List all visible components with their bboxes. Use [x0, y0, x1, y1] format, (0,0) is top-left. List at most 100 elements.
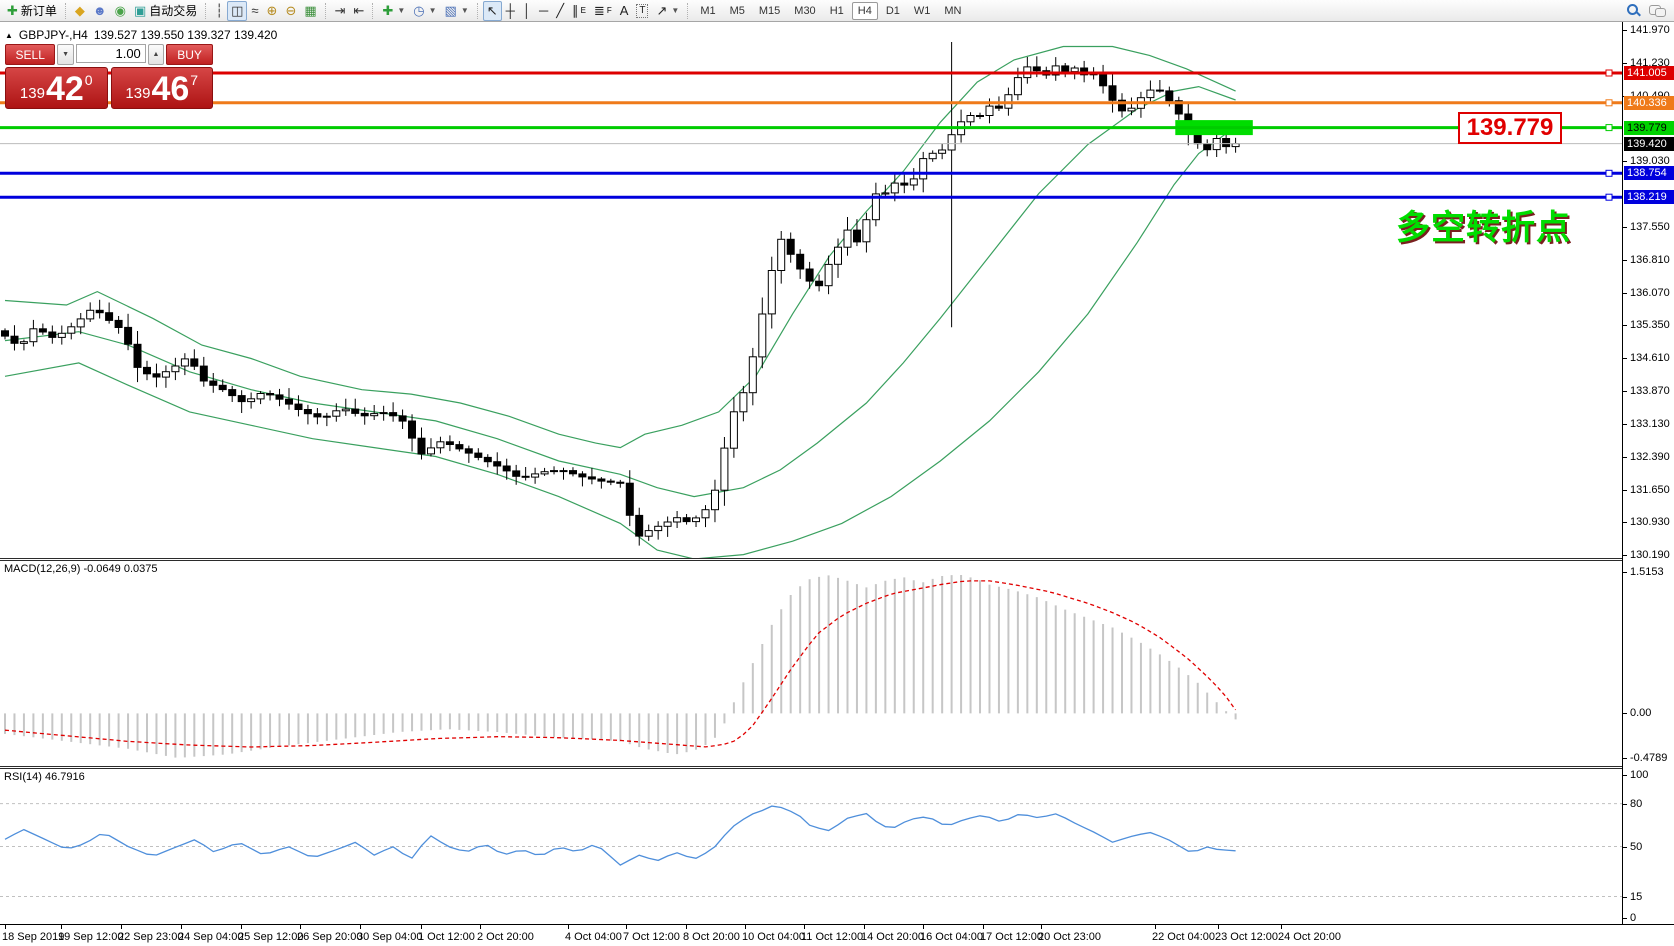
horizontal-line-icon[interactable]: ─ — [535, 1, 552, 21]
axis-tick — [1623, 555, 1627, 556]
indicators-icon[interactable]: ✚ ▼ — [378, 1, 409, 21]
candle-body-bull — [322, 415, 331, 418]
candle — [834, 238, 842, 278]
volume-increase-button[interactable]: ▲ — [147, 44, 165, 65]
macd-pane[interactable] — [0, 561, 1622, 766]
timeframe-M15[interactable]: M15 — [758, 4, 781, 17]
rsi-pane[interactable] — [0, 769, 1622, 924]
chart-shift-icon[interactable]: ⇤ — [350, 1, 369, 21]
timeframe-H1[interactable]: H1 — [829, 4, 844, 17]
candle — [843, 217, 852, 256]
chevron-down-icon: ▼ — [460, 6, 469, 15]
crosshair-icon: ┼ — [505, 3, 515, 18]
timeframe-M1[interactable]: M1 — [700, 4, 716, 17]
accounts-icon: ☻ — [92, 3, 107, 18]
price-label-141.005: 141.005 — [1624, 66, 1674, 80]
bollinger-upper-band[interactable] — [4, 45, 1236, 449]
ohlc-bars-icon[interactable]: ┆ — [211, 1, 227, 21]
timeframe-M30[interactable]: M30 — [794, 4, 816, 17]
price-callout-139779[interactable]: 139.779 — [1458, 112, 1562, 144]
periods-clock-icon[interactable]: ◷ ▼ — [409, 1, 440, 21]
time-tick — [626, 925, 627, 929]
pane-separator[interactable] — [0, 766, 1674, 769]
candle-body-bear — [455, 444, 464, 450]
collapse-triangle-icon[interactable]: ▲ — [5, 30, 13, 40]
sell-button[interactable]: SELL — [5, 44, 56, 65]
fibonacci-icon[interactable]: ≣ F — [590, 1, 616, 21]
volume-input[interactable] — [75, 44, 146, 63]
main-chart-pane[interactable] — [0, 22, 1622, 560]
symbol-header: ▲ GBPJPY-,H4 139.527 139.550 139.327 139… — [5, 28, 277, 42]
tile-windows-icon[interactable]: ▦ — [300, 1, 320, 21]
hline-anchor[interactable] — [1605, 193, 1613, 201]
time-tick-label: 30 Sep 04:00 — [357, 931, 423, 943]
hline-anchor[interactable] — [1605, 124, 1613, 132]
signals-icon[interactable]: ◉ — [111, 1, 130, 21]
candle-body-bear — [408, 420, 416, 439]
candle-body-bull — [938, 149, 947, 154]
axis-tick — [1623, 918, 1627, 919]
vertical-line-icon[interactable]: │ — [519, 1, 535, 21]
text-label-icon[interactable]: T — [632, 1, 652, 21]
search-button[interactable] — [1622, 1, 1645, 21]
bollinger-lower-band[interactable] — [4, 126, 1236, 560]
volume-decrease-button[interactable]: ▼ — [57, 44, 74, 65]
time-tick-label: 16 Oct 04:00 — [920, 931, 983, 943]
candle-body-bear — [48, 331, 57, 338]
templates-icon[interactable]: ▧ ▼ — [441, 1, 473, 21]
axis-tick — [1623, 713, 1627, 714]
hline-anchor[interactable] — [1605, 99, 1613, 107]
line-chart-icon[interactable]: ≈ — [247, 1, 262, 21]
sell-price-tile[interactable]: 139 42 0 — [5, 67, 108, 109]
autotrade-button[interactable]: ▣ 自动交易 — [130, 1, 201, 21]
candle — [256, 391, 265, 405]
chart-annotation-text[interactable]: 多空转折点 — [1396, 209, 1571, 247]
candle-body-bear — [199, 365, 208, 382]
channel-icon[interactable]: ∥ E — [568, 1, 590, 21]
candle — [417, 427, 426, 460]
axis-tick — [1623, 522, 1627, 523]
toolbar-separator — [205, 2, 207, 19]
candle-body-bull — [862, 219, 871, 243]
cursor-icon[interactable]: ↖ — [482, 0, 502, 21]
trendline-icon[interactable]: ╱ — [552, 1, 568, 21]
axis-tick — [1623, 457, 1627, 458]
candle — [294, 395, 303, 417]
candle-body-bear — [512, 470, 521, 477]
zoom-in-icon[interactable]: ⊕ — [263, 1, 282, 21]
history-center-icon: ◆ — [74, 3, 85, 18]
arrows-icon[interactable]: ↗ ▼ — [652, 1, 683, 21]
zoom-out-icon[interactable]: ⊖ — [281, 1, 300, 21]
buy-price-tile[interactable]: 139 46 7 — [110, 67, 213, 109]
candle-body-bear — [209, 380, 218, 386]
candle-body-bear — [616, 481, 625, 484]
candle — [550, 466, 558, 475]
hline-anchor[interactable] — [1605, 169, 1613, 177]
candle-body-bear — [502, 465, 511, 472]
history-center-icon[interactable]: ◆ — [71, 1, 89, 21]
price-tick-label: 139.030 — [1630, 155, 1670, 167]
candle — [360, 407, 369, 425]
candlestick-icon[interactable]: ◫ — [227, 0, 248, 21]
chat-button[interactable] — [1645, 1, 1671, 21]
timeframe-D1[interactable]: D1 — [885, 4, 900, 17]
bollinger-middle-band[interactable] — [4, 85, 1236, 498]
timeframe-W1[interactable]: W1 — [913, 4, 931, 17]
hline-anchor[interactable] — [1605, 69, 1613, 77]
accounts-icon[interactable]: ☻ — [89, 1, 111, 21]
sell-price-integer: 139 — [19, 85, 45, 102]
new-order-button[interactable]: ✚ 新订单 — [3, 1, 61, 21]
text-icon[interactable]: A — [616, 1, 633, 21]
candle-body-bull — [247, 398, 256, 403]
timeframe-H4[interactable]: H4 — [851, 1, 878, 20]
new-order-button-label: 新订单 — [20, 4, 57, 18]
timeframe-M5[interactable]: M5 — [729, 4, 745, 17]
candle-body-bull — [379, 412, 388, 415]
candle-body-bull — [692, 517, 700, 523]
buy-button[interactable]: BUY — [166, 44, 214, 65]
pane-separator[interactable] — [0, 558, 1674, 561]
auto-scroll-icon[interactable]: ⇥ — [331, 1, 350, 21]
timeframe-MN[interactable]: MN — [944, 4, 962, 17]
candle — [540, 467, 549, 476]
crosshair-icon[interactable]: ┼ — [502, 1, 519, 21]
